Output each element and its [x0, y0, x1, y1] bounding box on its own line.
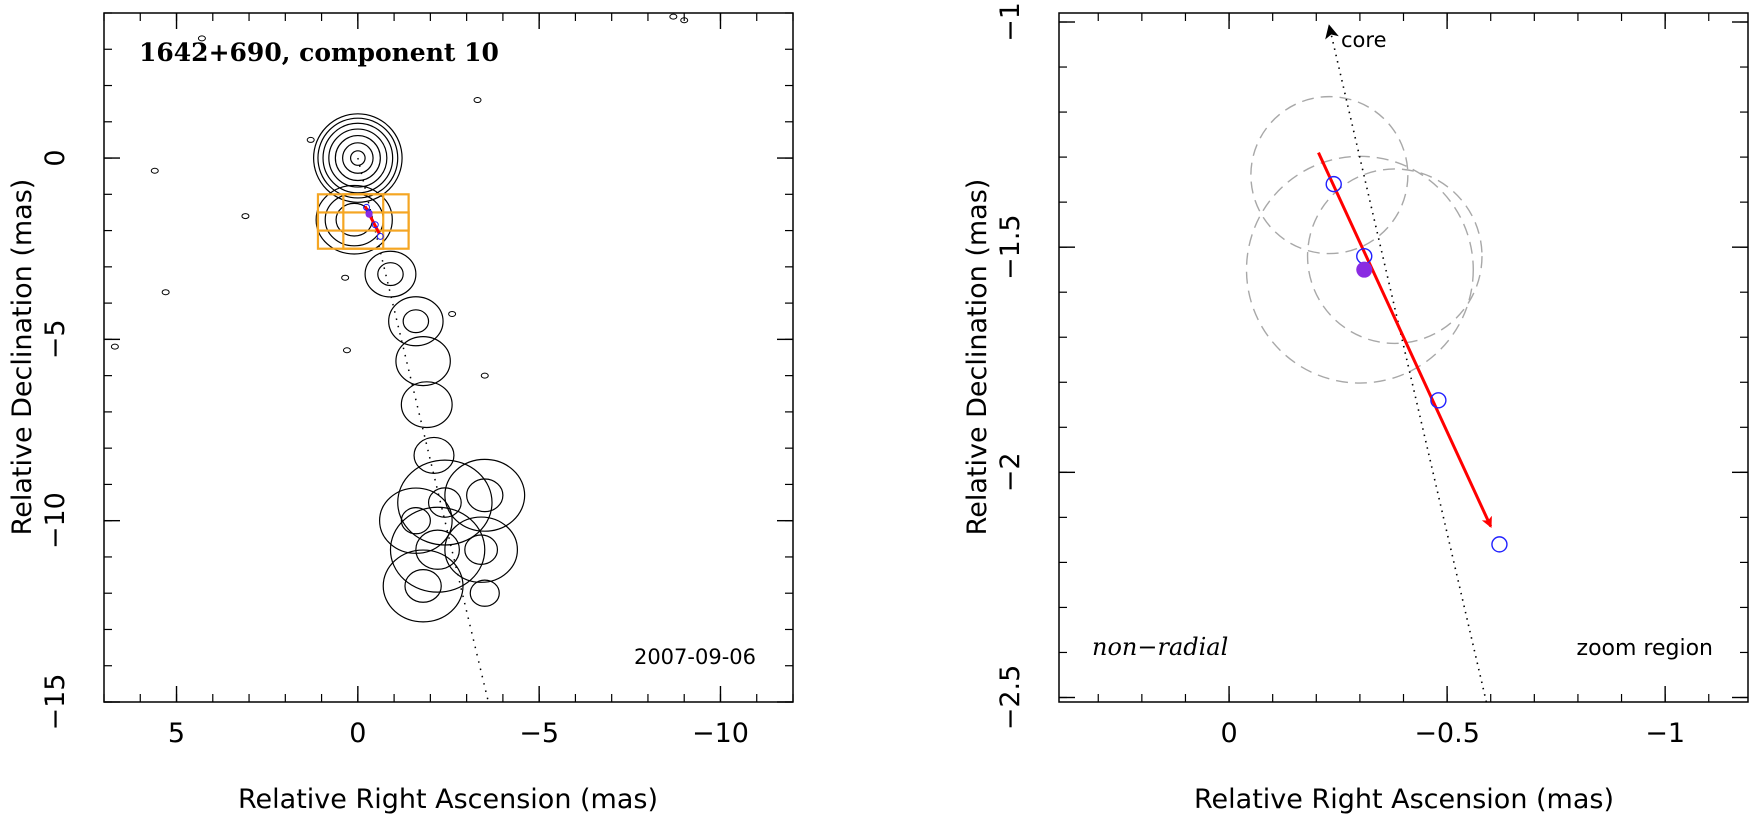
mean-position-marker [1356, 261, 1373, 278]
right-y-axis-label: Relative Declination (mas) [962, 179, 993, 536]
left-x-tick-label: −10 [692, 718, 749, 749]
jet-contour [444, 516, 519, 583]
core-label: core [1341, 28, 1387, 52]
jet-contour [397, 459, 493, 546]
noise-contour [150, 167, 159, 174]
date-label: 2007-09-06 [634, 645, 756, 669]
jet-contour [413, 436, 455, 474]
left-y-tick-label: −5 [40, 319, 71, 359]
right-plot-frame [1058, 12, 1749, 703]
right-x-tick-label: −0.5 [1414, 718, 1480, 749]
right-panel-zoom-plot: 0 −0.5 −1 −1 −1.5 −2 −2.5 core non−radial zoom… [962, 2, 1749, 815]
right-x-tick-label: −1 [1645, 718, 1685, 749]
jet-contour [464, 534, 499, 565]
zoom-data-layer [1245, 24, 1508, 702]
noise-contour [669, 13, 678, 20]
left-x-tick-label: 0 [349, 718, 366, 749]
jet-contour [388, 296, 444, 347]
right-x-tick-label: 0 [1220, 718, 1237, 749]
jet-contour [324, 192, 384, 247]
zoom-region-box [316, 211, 410, 232]
noise-contour [197, 35, 206, 42]
right-y-tick-label: −2.5 [995, 665, 1026, 731]
non-radial-annotation: non−radial [1092, 633, 1228, 661]
noise-contour [241, 213, 250, 220]
epoch-position-marker [1491, 536, 1508, 553]
component-epoch-marker [363, 203, 371, 211]
component-epoch-marker [371, 221, 379, 229]
contour-layer [110, 13, 689, 623]
right-y-tick-label: −2 [995, 452, 1026, 492]
left-x-tick-label: −5 [519, 718, 559, 749]
component-epoch-marker [376, 232, 384, 240]
left-plot-frame [103, 12, 794, 703]
jet-contour [389, 506, 486, 593]
jet-contour [444, 458, 526, 532]
jet-contour [466, 478, 504, 513]
left-y-tick-label: −10 [40, 492, 71, 549]
core-direction-line [1325, 24, 1488, 702]
epoch-position-marker [1325, 175, 1342, 193]
core-contour [313, 113, 403, 203]
noise-contour [110, 343, 119, 350]
component-mean-marker [365, 210, 373, 218]
jet-contour [400, 507, 431, 535]
left-panel-contour-map: 5 0 −5 −100−5−10−15 1642+690, component 10 … [7, 12, 794, 815]
noise-contour [161, 289, 170, 296]
left-y-tick-label: −15 [40, 674, 71, 731]
left-axis-ticks: 5 0 −5 −10 0 −5 −10 −15 [40, 12, 794, 749]
epoch-position-marker [1430, 392, 1447, 409]
core-contour [328, 128, 388, 188]
noise-contour [473, 97, 482, 104]
noise-contour [341, 274, 350, 281]
left-chart-title: 1642+690, component 10 [139, 38, 499, 67]
jet-axis-line [357, 157, 490, 702]
core-contour [342, 142, 374, 174]
noise-contour [448, 310, 457, 317]
jet-contour [364, 250, 417, 298]
jet-contour [469, 579, 500, 607]
left-x-axis-label: Relative Right Ascension (mas) [238, 784, 658, 815]
jet-contour [382, 549, 464, 623]
right-y-tick-label: −1.5 [995, 214, 1026, 280]
jet-contour [415, 529, 460, 570]
left-y-tick-label: 0 [40, 149, 71, 166]
position-uncertainty-circle [1306, 168, 1483, 345]
left-x-tick-label: 5 [168, 718, 185, 749]
jet-contour [402, 309, 430, 334]
position-uncertainty-circle [1250, 95, 1409, 255]
core-contour [334, 134, 381, 182]
right-y-tick-label: −1 [995, 2, 1026, 42]
right-x-axis-label: Relative Right Ascension (mas) [1194, 784, 1614, 815]
jet-contour [315, 184, 393, 255]
core-contour [317, 117, 399, 199]
core-contour [349, 150, 366, 166]
jet-contour [427, 487, 462, 518]
noise-contour [306, 136, 315, 143]
noise-contour [480, 372, 489, 379]
left-y-axis-label: Relative Declination (mas) [7, 179, 38, 536]
jet-contour [400, 381, 453, 429]
noise-contour [342, 347, 351, 354]
jet-contour [377, 262, 404, 287]
core-contour [322, 122, 394, 194]
right-axis-ticks: 0 −0.5 −1 −1 −1.5 −2 −2.5 [995, 2, 1748, 749]
overlay-layer [316, 157, 490, 702]
jet-contour [395, 336, 451, 387]
jet-contour [404, 569, 442, 603]
motion-vector-arrow [1317, 151, 1493, 529]
zoom-region-annotation: zoom region [1577, 636, 1713, 661]
